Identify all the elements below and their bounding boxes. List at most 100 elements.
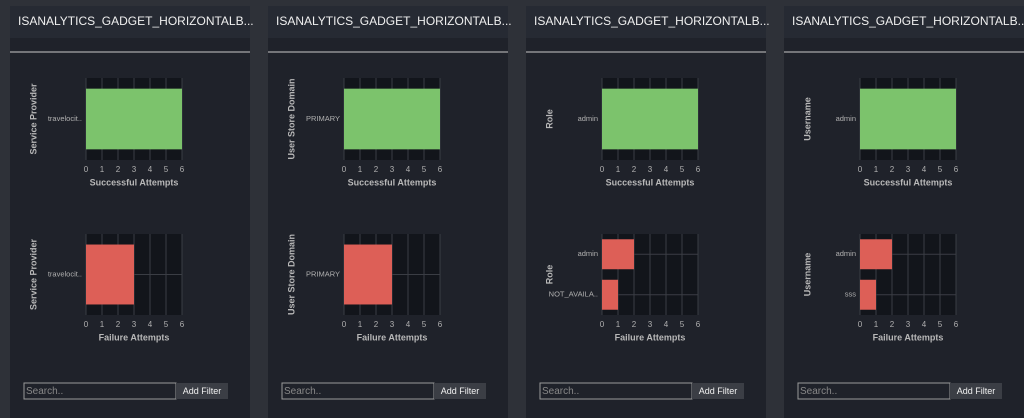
x-tick-label: 6 — [180, 320, 185, 329]
x-axis-title: Successful Attempts — [90, 177, 179, 187]
x-axis-title: Successful Attempts — [864, 177, 953, 187]
y-axis-title: Username — [802, 253, 812, 297]
x-axis-title: Failure Attempts — [99, 332, 170, 342]
x-tick-label: 5 — [938, 165, 943, 174]
x-tick-label: 6 — [696, 320, 701, 329]
x-axis-title: Failure Attempts — [873, 332, 944, 342]
x-tick-label: 2 — [890, 320, 895, 329]
y-axis-title: Service Provider — [28, 238, 38, 310]
panel — [784, 6, 1024, 418]
x-tick-label: 4 — [406, 165, 411, 174]
x-tick-label: 5 — [164, 320, 169, 329]
panel-header — [10, 6, 250, 38]
x-tick-label: 4 — [922, 165, 927, 174]
category-label: PRIMARY — [306, 269, 340, 278]
x-tick-label: 4 — [664, 165, 669, 174]
y-axis-title: User Store Domain — [286, 234, 296, 315]
x-tick-label: 0 — [84, 320, 89, 329]
category-label: travelocit.. — [48, 269, 82, 278]
x-tick-label: 5 — [680, 165, 685, 174]
x-tick-label: 5 — [164, 165, 169, 174]
y-axis-title: Role — [544, 109, 554, 129]
x-tick-label: 5 — [680, 320, 685, 329]
x-axis-title: Successful Attempts — [606, 177, 695, 187]
x-tick-label: 6 — [180, 165, 185, 174]
x-axis-title: Failure Attempts — [357, 332, 428, 342]
search-placeholder: Search.. — [800, 386, 837, 397]
add-filter-label: Add Filter — [699, 386, 738, 396]
x-tick-label: 1 — [616, 320, 621, 329]
x-tick-label: 4 — [148, 165, 153, 174]
x-tick-label: 0 — [858, 320, 863, 329]
category-label: NOT_AVAILA.. — [549, 290, 598, 299]
x-tick-label: 2 — [374, 320, 379, 329]
category-label: admin — [578, 114, 598, 123]
panel-title: ISANALYTICS_GADGET_HORIZONTALB... — [276, 14, 512, 28]
x-tick-label: 3 — [906, 165, 911, 174]
x-tick-label: 6 — [696, 165, 701, 174]
x-tick-label: 3 — [648, 165, 653, 174]
x-tick-label: 5 — [422, 165, 427, 174]
bar — [86, 244, 134, 305]
category-label: admin — [836, 249, 856, 258]
x-tick-label: 0 — [600, 165, 605, 174]
x-tick-label: 1 — [874, 165, 879, 174]
panel — [268, 6, 508, 418]
x-axis-title: Failure Attempts — [615, 332, 686, 342]
panel-header — [268, 6, 508, 38]
add-filter-button[interactable] — [176, 383, 228, 399]
bar — [344, 244, 392, 305]
y-axis-title: User Store Domain — [286, 78, 296, 159]
x-tick-label: 0 — [342, 165, 347, 174]
x-tick-label: 4 — [664, 320, 669, 329]
x-tick-label: 1 — [100, 165, 105, 174]
add-filter-label: Add Filter — [957, 386, 996, 396]
bar — [860, 88, 956, 150]
add-filter-label: Add Filter — [183, 386, 222, 396]
x-tick-label: 4 — [406, 320, 411, 329]
add-filter-button[interactable] — [950, 383, 1002, 399]
panel-header — [526, 6, 766, 38]
x-tick-label: 6 — [954, 320, 959, 329]
bar — [344, 88, 440, 150]
x-tick-label: 6 — [954, 165, 959, 174]
x-axis-title: Successful Attempts — [348, 177, 437, 187]
add-filter-label: Add Filter — [441, 386, 480, 396]
category-label: travelocit.. — [48, 114, 82, 123]
x-tick-label: 3 — [132, 320, 137, 329]
x-tick-label: 2 — [632, 320, 637, 329]
x-tick-label: 1 — [358, 165, 363, 174]
x-tick-label: 6 — [438, 165, 443, 174]
x-tick-label: 3 — [906, 320, 911, 329]
x-tick-label: 2 — [116, 165, 121, 174]
panel-title: ISANALYTICS_GADGET_HORIZONTALB... — [18, 14, 254, 28]
x-tick-label: 5 — [422, 320, 427, 329]
x-tick-label: 1 — [616, 165, 621, 174]
add-filter-button[interactable] — [692, 383, 744, 399]
bar — [602, 88, 698, 150]
x-tick-label: 0 — [858, 165, 863, 174]
panel — [526, 6, 766, 418]
x-tick-label: 1 — [100, 320, 105, 329]
x-tick-label: 4 — [922, 320, 927, 329]
x-tick-label: 3 — [132, 165, 137, 174]
y-axis-title: Role — [544, 265, 554, 285]
panel-header — [784, 6, 1024, 38]
category-label: sss — [845, 290, 857, 299]
x-tick-label: 0 — [84, 165, 89, 174]
x-tick-label: 0 — [342, 320, 347, 329]
x-tick-label: 2 — [890, 165, 895, 174]
panel-title: ISANALYTICS_GADGET_HORIZONTALB... — [792, 14, 1024, 28]
x-tick-label: 2 — [374, 165, 379, 174]
x-tick-label: 0 — [600, 320, 605, 329]
search-placeholder: Search.. — [542, 386, 579, 397]
add-filter-button[interactable] — [434, 383, 486, 399]
bar — [860, 279, 876, 310]
x-tick-label: 4 — [148, 320, 153, 329]
x-tick-label: 2 — [116, 320, 121, 329]
bar — [602, 279, 618, 310]
x-tick-label: 3 — [390, 165, 395, 174]
panel-title: ISANALYTICS_GADGET_HORIZONTALB... — [534, 14, 770, 28]
